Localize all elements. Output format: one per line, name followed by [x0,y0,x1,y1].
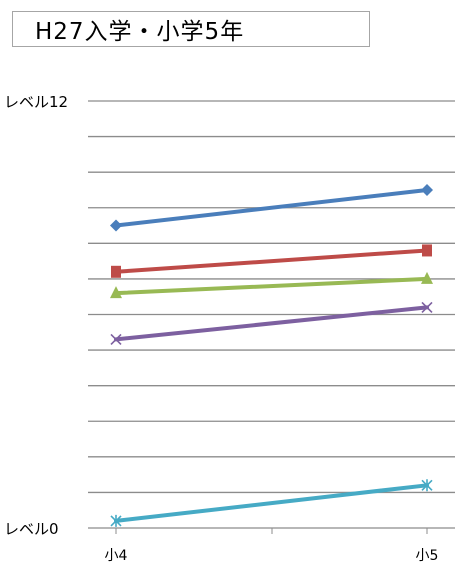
data-point [110,333,122,345]
data-point [421,183,433,196]
data-point [421,301,433,313]
series-line [114,248,429,274]
series-lines [110,183,433,527]
x-axis-labels: 小4 小5 [105,548,439,564]
x-axis [115,528,428,534]
series-1 [110,183,433,232]
data-point [421,271,433,284]
series-2 [111,244,432,278]
series-line [114,276,429,296]
gridlines [88,100,455,529]
x-tick-label: 小5 [416,548,439,564]
data-point [110,286,122,299]
chart-title: H27入学・小学5年 [12,11,370,47]
y-tick-label: レベル12 [4,93,68,111]
y-axis-labels: レベル12 レベル0 [4,93,68,538]
series-line [114,305,429,342]
x-tick-label: 小4 [105,548,128,564]
series-3 [110,271,433,299]
series-5 [110,479,433,527]
data-point [422,244,432,257]
data-point [110,219,122,232]
data-point [110,514,122,527]
data-point [421,479,433,492]
data-point [111,265,121,278]
series-line [114,483,429,523]
series-line [114,187,429,228]
series-4 [110,301,433,345]
y-tick-label: レベル0 [4,520,59,538]
